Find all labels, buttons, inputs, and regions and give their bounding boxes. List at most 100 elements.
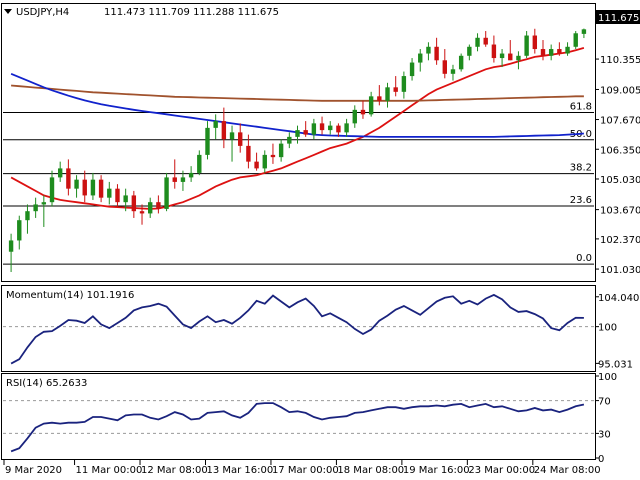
candle-body xyxy=(377,96,382,101)
collapse-triangle-icon[interactable] xyxy=(4,9,12,14)
momentum-line xyxy=(10,293,584,365)
candle xyxy=(82,170,87,203)
momentum-title: Momentum(14) 101.1916 xyxy=(6,290,134,301)
candle-body xyxy=(360,109,366,115)
candle-body xyxy=(107,188,112,198)
candle xyxy=(319,116,325,135)
candle-body xyxy=(458,55,464,70)
rsi-title: RSI(14) 65.2633 xyxy=(6,378,87,389)
candle-body xyxy=(450,69,456,74)
candle-body xyxy=(57,168,63,178)
candle-body xyxy=(148,202,153,214)
rsi-panel-frame xyxy=(1,373,596,460)
candle-body xyxy=(278,143,284,158)
candle-body xyxy=(262,154,267,169)
candle xyxy=(49,170,55,207)
candle xyxy=(115,184,120,207)
candle xyxy=(180,170,186,191)
candle-body xyxy=(401,76,407,92)
candle xyxy=(254,152,259,171)
candle-body xyxy=(491,44,497,59)
candle xyxy=(25,204,30,234)
candle-body xyxy=(74,179,79,189)
candle-body xyxy=(393,87,398,92)
candle xyxy=(336,123,341,137)
candle-body xyxy=(483,37,488,45)
candle xyxy=(8,233,14,272)
candle-body xyxy=(82,179,87,196)
candle xyxy=(164,172,169,212)
candle xyxy=(148,197,153,218)
price-tick-label: 109.005 xyxy=(600,85,640,96)
candle-body xyxy=(508,53,513,61)
candle xyxy=(450,64,456,81)
candle xyxy=(557,42,562,56)
candle xyxy=(548,44,554,61)
candle xyxy=(229,125,235,162)
moving-average-line xyxy=(11,84,584,102)
momentum-panel: 104.0403 100 95.031 xyxy=(3,293,640,370)
price-panel: 61.850.038.223.60.0110.355109.005107.670… xyxy=(3,28,640,276)
candle-body xyxy=(139,211,145,214)
candle xyxy=(418,49,423,72)
candle-body xyxy=(409,62,415,77)
candle xyxy=(409,58,415,81)
candle xyxy=(246,134,251,169)
candle xyxy=(352,105,357,128)
candle xyxy=(303,121,308,137)
current-price-badge xyxy=(595,10,640,24)
candle xyxy=(467,44,472,61)
candle-body xyxy=(328,125,333,131)
candle-body xyxy=(319,123,325,131)
candle xyxy=(287,132,292,149)
time-tick-label: 12 Mar 08:00 xyxy=(141,465,208,476)
time-tick-label: 18 Mar 08:00 xyxy=(337,465,404,476)
candle xyxy=(360,100,366,119)
candle xyxy=(516,51,521,70)
candle-body xyxy=(475,37,480,47)
ohlc-readout: 111.473 111.709 111.288 111.675 xyxy=(104,7,279,18)
candle-body xyxy=(573,33,578,47)
candle xyxy=(573,31,578,50)
candle-body xyxy=(540,49,546,56)
candle xyxy=(458,53,464,72)
candle xyxy=(426,42,431,61)
current-price-label: 111.675 xyxy=(598,13,639,24)
momentum-tick-label: 100 xyxy=(598,323,617,334)
candle-body xyxy=(213,121,218,128)
candle xyxy=(311,118,317,140)
candle-body xyxy=(270,154,276,158)
candle-body xyxy=(311,123,317,135)
candle xyxy=(57,161,63,182)
candle-body xyxy=(66,168,71,189)
fib-level-label: 61.8 xyxy=(570,102,592,113)
candle-body xyxy=(180,177,186,182)
time-tick-label: 24 Mar 08:00 xyxy=(534,465,601,476)
candle-body xyxy=(238,132,243,146)
candle-body xyxy=(385,87,390,101)
symbol-timeframe: USDJPY,H4 xyxy=(16,7,69,18)
rsi-tick-label: 70 xyxy=(598,397,611,408)
candle xyxy=(344,118,349,137)
candle-body xyxy=(516,55,521,61)
candle xyxy=(442,49,447,79)
candle xyxy=(262,150,267,173)
candle xyxy=(17,215,22,250)
momentum-tick-label: 104.0403 xyxy=(598,293,640,304)
candle-body xyxy=(434,46,439,61)
rsi-panel: 100 70 30 0 xyxy=(3,372,617,465)
candle-body xyxy=(90,179,96,196)
candle-body xyxy=(287,136,292,144)
candle xyxy=(98,175,104,203)
candle xyxy=(139,204,145,225)
candle-body xyxy=(25,211,30,221)
candle-body xyxy=(442,60,447,74)
candle-body xyxy=(205,127,210,155)
time-tick-label: 13 Mar 16:00 xyxy=(206,465,273,476)
candle-body xyxy=(368,96,374,115)
candle xyxy=(221,107,227,149)
candle-body xyxy=(565,46,570,54)
candle-body xyxy=(123,195,128,203)
candle xyxy=(328,121,333,135)
